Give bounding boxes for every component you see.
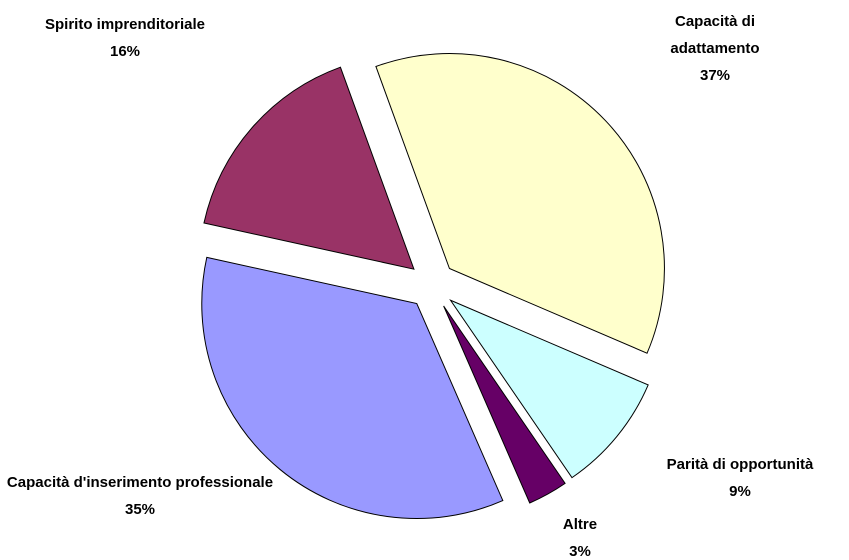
slice-label: Parità di opportunità 9% [630, 451, 849, 505]
pie-slice [203, 66, 415, 270]
slice-label: Capacità di adattamento 37% [635, 8, 795, 89]
pie-slice [375, 53, 665, 354]
pie-slice [443, 305, 566, 504]
slice-label: Altre 3% [540, 511, 620, 560]
pie-slice [201, 256, 504, 520]
slice-name: Capacità di adattamento [670, 13, 760, 57]
pie-slice [449, 299, 649, 479]
slice-label: Capacità d'inserimento professionale 35% [0, 469, 280, 523]
slice-percent: 35% [124, 501, 156, 518]
slice-name: Parità di opportunità [666, 456, 814, 473]
slice-label: Spirito imprenditoriale 16% [0, 11, 250, 65]
slice-percent: 16% [109, 43, 141, 60]
slice-name: Capacità d'inserimento professionale [6, 474, 274, 491]
slice-percent: 9% [729, 483, 751, 500]
slice-percent: 3% [569, 543, 591, 560]
slice-percent: 37% [699, 67, 731, 84]
slice-name: Spirito imprenditoriale [44, 16, 206, 33]
slice-name: Altre [562, 516, 598, 533]
